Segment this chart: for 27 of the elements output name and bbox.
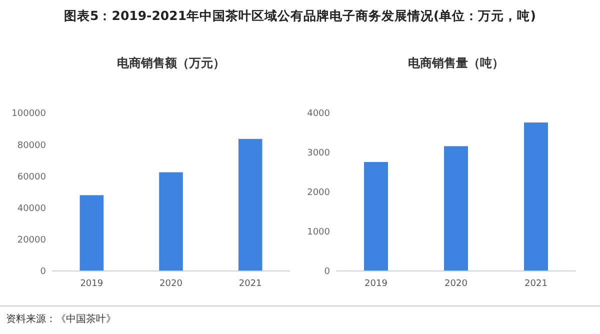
text: 资料来源：《中国茶叶》 (6, 313, 116, 325)
bar (444, 146, 468, 271)
y-tick-label: 4000 (307, 109, 330, 120)
y-tick-label: 3000 (307, 148, 330, 159)
x-tick-label: 2020 (160, 279, 183, 289)
bar (364, 162, 388, 271)
x-tick-label: 2019 (80, 279, 104, 289)
bar (524, 122, 548, 271)
y-tick-label: 20000 (17, 236, 46, 246)
chart-title: 电商销售量（吨） (408, 56, 504, 70)
y-tick-label: 0 (324, 267, 330, 278)
y-tick-label: 40000 (17, 204, 46, 214)
y-tick-label: 1000 (307, 228, 330, 238)
y-tick-label: 100000 (12, 109, 46, 120)
x-tick-label: 2021 (524, 279, 548, 289)
y-tick-label: 0 (40, 267, 46, 278)
x-tick-label: 2019 (364, 279, 388, 289)
text: 图表5：2019-2021年中国茶叶区域公有品牌电子商务发展情况(单位：万元，吨) (64, 8, 536, 23)
y-tick-label: 80000 (17, 140, 46, 151)
bar (238, 138, 262, 271)
y-tick-label: 60000 (17, 172, 46, 182)
x-tick-label: 2020 (444, 279, 468, 289)
y-tick-label: 2000 (307, 188, 330, 198)
bar (159, 172, 183, 271)
x-tick-label: 2021 (238, 279, 262, 289)
chart-title: 电商销售额（万元） (117, 56, 225, 70)
bar (80, 195, 104, 271)
